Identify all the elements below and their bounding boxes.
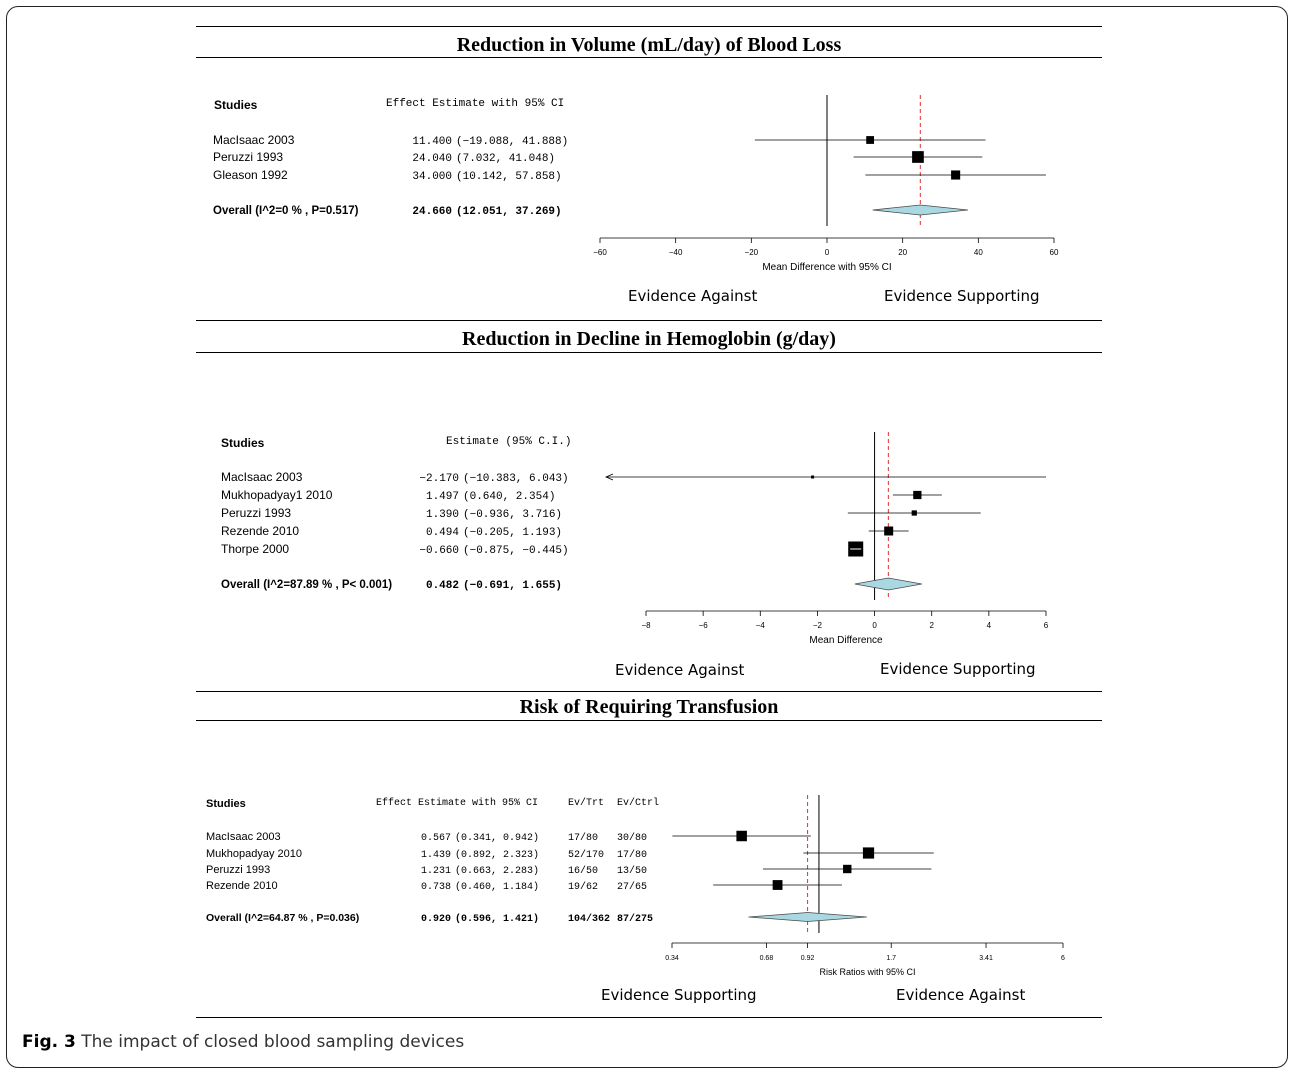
- study-ev-trt: 17/80: [568, 832, 598, 844]
- study-ev-ctrl: 13/50: [617, 865, 647, 877]
- overall-estimate: 0.920: [421, 914, 451, 925]
- x-tick-label: 0.34: [665, 955, 679, 962]
- study-name: Rezende 2010: [206, 880, 278, 892]
- estimate-square: [863, 847, 874, 858]
- overall-estimate: 24.660: [412, 206, 452, 218]
- study-ci: (−10.383, 6.043): [463, 473, 569, 485]
- study-name: Peruzzi 1993: [206, 864, 270, 876]
- x-tick-label: 6: [1044, 621, 1049, 630]
- study-estimate: 1.497: [426, 491, 459, 503]
- estimate-square: [951, 170, 960, 179]
- x-tick-label: 4: [987, 621, 992, 630]
- study-ci: (−0.936, 3.716): [463, 509, 562, 521]
- study-ev-ctrl: 17/80: [617, 849, 647, 861]
- x-tick-label: 1.7: [886, 955, 896, 962]
- study-ci: (0.640, 2.354): [463, 491, 555, 503]
- study-name: Peruzzi 1993: [213, 150, 283, 164]
- overall-ci: (−0.691, 1.655): [463, 580, 562, 592]
- study-name: Peruzzi 1993: [221, 506, 291, 520]
- overall-label: Overall (I^2=87.89 % , P< 0.001): [221, 579, 392, 591]
- study-name: MacIsaac 2003: [221, 470, 303, 484]
- estimate-square: [843, 865, 851, 873]
- x-axis-label: Mean Difference: [809, 635, 883, 646]
- overall-label: Overall (I^2=64.87 % , P=0.036): [206, 912, 359, 924]
- overall-ev-trt: 104/362: [568, 913, 610, 925]
- study-ev-ctrl: 30/80: [617, 832, 647, 844]
- study-name: Rezende 2010: [221, 524, 299, 538]
- x-tick-label: −4: [756, 621, 766, 630]
- overall-ci: (12.051, 37.269): [456, 206, 562, 218]
- study-ev-trt: 19/62: [568, 881, 598, 893]
- study-ci: (10.142, 57.858): [456, 171, 562, 183]
- x-tick-label: −20: [745, 248, 759, 257]
- study-estimate: 24.040: [412, 153, 452, 165]
- study-name: Thorpe 2000: [221, 542, 289, 556]
- x-tick-label: 0: [825, 248, 830, 257]
- study-ci: (−0.205, 1.193): [463, 527, 562, 539]
- study-ev-trt: 52/170: [568, 849, 604, 861]
- estimate-square: [866, 136, 874, 144]
- study-ci: (0.892, 2.323): [455, 849, 539, 861]
- study-estimate: −2.170: [419, 473, 459, 485]
- estimate-square: [884, 527, 893, 536]
- x-tick-label: 2: [929, 621, 934, 630]
- x-tick-label: −40: [669, 248, 683, 257]
- estimate-square: [912, 151, 924, 163]
- study-estimate: 0.494: [426, 527, 459, 539]
- study-estimate: 1.231: [421, 866, 451, 877]
- study-name: MacIsaac 2003: [213, 133, 295, 147]
- study-ci: (0.341, 0.942): [455, 832, 539, 844]
- study-ci: (−0.875, −0.445): [463, 545, 569, 557]
- x-tick-label: −2: [813, 621, 823, 630]
- x-tick-label: −60: [593, 248, 607, 257]
- overall-diamond: [748, 913, 866, 922]
- x-tick-label: 0.68: [760, 955, 774, 962]
- study-name: Mukhopadyay1 2010: [221, 488, 333, 502]
- estimate-square: [736, 831, 747, 842]
- study-estimate: 34.000: [412, 171, 452, 183]
- study-ci: (−19.088, 41.888): [456, 136, 568, 148]
- overall-label: Overall (I^2=0 % , P=0.517): [213, 205, 359, 217]
- estimate-square: [811, 476, 814, 479]
- study-ci: (0.460, 1.184): [455, 881, 539, 893]
- overall-ev-ctrl: 87/275: [617, 913, 653, 925]
- x-tick-label: 20: [898, 248, 907, 257]
- study-estimate: −0.660: [419, 545, 459, 557]
- study-ev-trt: 16/50: [568, 865, 598, 877]
- study-name: MacIsaac 2003: [206, 831, 281, 843]
- study-estimate: 1.439: [421, 850, 451, 861]
- estimate-square: [913, 491, 921, 499]
- overall-diamond: [855, 578, 922, 590]
- overall-diamond: [873, 205, 968, 215]
- x-tick-label: 6: [1061, 955, 1065, 962]
- study-name: Gleason 1992: [213, 168, 288, 182]
- x-tick-label: 40: [974, 248, 983, 257]
- x-tick-label: 0: [872, 621, 877, 630]
- study-name: Mukhopadyay 2010: [206, 848, 302, 860]
- overall-estimate: 0.482: [426, 580, 459, 592]
- x-tick-label: 3.41: [979, 955, 993, 962]
- study-estimate: 1.390: [426, 509, 459, 521]
- study-estimate: 0.567: [421, 833, 451, 844]
- x-tick-label: 60: [1050, 248, 1059, 257]
- x-tick-label: −6: [699, 621, 709, 630]
- x-axis-label: Mean Difference with 95% CI: [762, 262, 891, 273]
- estimate-square: [912, 510, 917, 515]
- study-ev-ctrl: 27/65: [617, 881, 647, 893]
- study-estimate: 11.400: [412, 136, 452, 148]
- study-ci: (0.663, 2.283): [455, 865, 539, 877]
- overall-ci: (0.596, 1.421): [455, 913, 539, 925]
- estimate-square: [773, 880, 783, 890]
- x-axis-label: Risk Ratios with 95% CI: [819, 967, 915, 977]
- x-tick-label: −8: [641, 621, 651, 630]
- x-tick-label: 0.92: [801, 955, 815, 962]
- study-ci: (7.032, 41.048): [456, 153, 555, 165]
- study-estimate: 0.738: [421, 882, 451, 893]
